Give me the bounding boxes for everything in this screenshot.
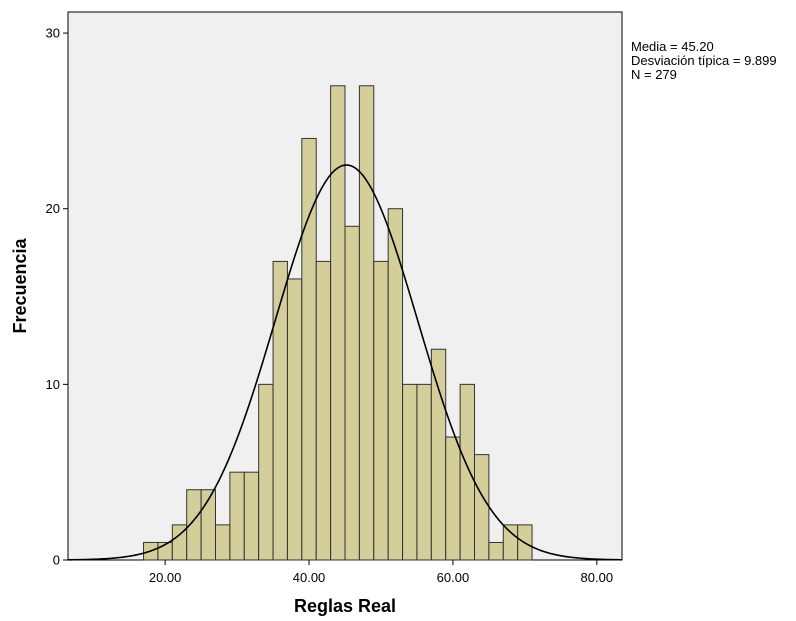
histogram-bar <box>416 383 432 561</box>
histogram-bar <box>258 383 274 561</box>
histogram-bar <box>445 436 461 561</box>
histogram-bar <box>301 137 317 561</box>
histogram-bar <box>344 225 360 561</box>
y-tick-label: 30 <box>46 26 60 41</box>
normal-curve <box>67 164 623 561</box>
histogram-bar <box>459 383 476 561</box>
stats-n: N = 279 <box>631 67 677 82</box>
x-tick-label: 40.00 <box>293 570 326 585</box>
x-tick-label: 60.00 <box>437 570 470 585</box>
histogram-bar <box>402 383 418 561</box>
stats-mean: Media = 45.20 <box>631 39 714 54</box>
x-axis: 20.00 40.00 60.00 80.00 <box>149 560 613 585</box>
histogram-bar <box>474 454 490 561</box>
histogram-bar <box>286 278 303 561</box>
histogram-bar <box>243 471 260 561</box>
stats-box: Media = 45.20 Desviación típica = 9.899 … <box>631 40 777 82</box>
x-tick-label: 20.00 <box>149 570 182 585</box>
x-axis-title: Reglas Real <box>294 596 396 616</box>
histogram-bar <box>330 85 346 561</box>
histogram-bar <box>502 524 519 561</box>
histogram-bar <box>358 85 375 561</box>
y-axis-title: Frecuencia <box>10 237 30 333</box>
histogram-bar <box>214 524 231 561</box>
y-tick-label: 10 <box>46 377 60 392</box>
y-tick-label: 0 <box>53 553 60 568</box>
y-axis: 0 10 20 30 <box>46 26 68 568</box>
histogram-bar <box>315 260 332 561</box>
x-tick-label: 80.00 <box>581 570 614 585</box>
histogram-bar <box>373 260 389 561</box>
histogram-bar <box>430 348 447 561</box>
histogram-bar <box>229 471 245 561</box>
histogram-bar <box>488 541 504 561</box>
stats-sd: Desviación típica = 9.899 <box>631 53 777 68</box>
bars-group <box>143 85 533 561</box>
y-tick-label: 20 <box>46 201 60 216</box>
